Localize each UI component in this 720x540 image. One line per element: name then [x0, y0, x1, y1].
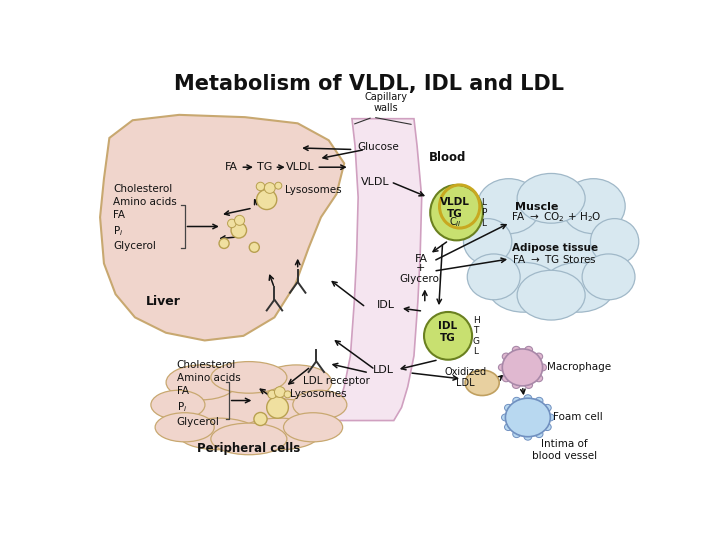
Ellipse shape — [284, 391, 291, 398]
Ellipse shape — [284, 413, 343, 442]
Ellipse shape — [178, 418, 259, 450]
Text: FA $\rightarrow$ CO$_2$ + H$_2$O: FA $\rightarrow$ CO$_2$ + H$_2$O — [510, 211, 601, 224]
Ellipse shape — [562, 179, 625, 234]
Ellipse shape — [274, 387, 285, 397]
Ellipse shape — [487, 262, 560, 312]
Ellipse shape — [505, 398, 550, 437]
Ellipse shape — [539, 364, 546, 371]
Ellipse shape — [505, 404, 513, 411]
Ellipse shape — [268, 390, 276, 399]
Text: Cholesterol
Amino acids
FA
P$_i$
Glycerol: Cholesterol Amino acids FA P$_i$ Glycero… — [113, 184, 177, 251]
Text: Glucose: Glucose — [357, 142, 399, 152]
Text: TG: TG — [258, 162, 273, 172]
Text: H
T
G
L: H T G L — [473, 316, 480, 356]
Ellipse shape — [502, 414, 509, 421]
Text: LDL receptor: LDL receptor — [303, 375, 370, 386]
Ellipse shape — [513, 431, 521, 437]
Ellipse shape — [535, 375, 543, 382]
Ellipse shape — [219, 239, 229, 248]
Ellipse shape — [256, 190, 276, 210]
Ellipse shape — [517, 271, 585, 320]
Text: FA $\rightarrow$ TG Stores: FA $\rightarrow$ TG Stores — [512, 253, 596, 265]
Ellipse shape — [211, 362, 287, 393]
Text: Metabolism of VLDL, IDL and LDL: Metabolism of VLDL, IDL and LDL — [174, 74, 564, 94]
Ellipse shape — [505, 423, 513, 430]
Ellipse shape — [503, 349, 543, 386]
Ellipse shape — [275, 182, 282, 189]
Ellipse shape — [513, 382, 520, 388]
Polygon shape — [100, 115, 344, 340]
Text: FA: FA — [225, 162, 238, 172]
Text: VLDL: VLDL — [361, 177, 390, 187]
Ellipse shape — [211, 423, 287, 455]
Text: Blood: Blood — [429, 151, 467, 164]
Text: Muscle: Muscle — [515, 202, 558, 212]
Ellipse shape — [542, 262, 615, 312]
Ellipse shape — [231, 222, 246, 238]
Ellipse shape — [467, 254, 520, 300]
Ellipse shape — [424, 312, 472, 360]
Ellipse shape — [464, 219, 512, 265]
Ellipse shape — [264, 183, 275, 193]
Ellipse shape — [582, 254, 635, 300]
Ellipse shape — [487, 199, 616, 297]
Ellipse shape — [254, 413, 267, 426]
Ellipse shape — [261, 365, 332, 400]
Ellipse shape — [266, 397, 289, 418]
Text: Foam cell: Foam cell — [553, 413, 603, 422]
Ellipse shape — [465, 370, 499, 395]
Ellipse shape — [524, 433, 532, 440]
Text: VLDL
TG: VLDL TG — [440, 197, 470, 219]
Polygon shape — [332, 119, 422, 421]
Ellipse shape — [590, 219, 639, 265]
Text: Cholesterol
Amino acids
FA
P$_i$
Glycerol: Cholesterol Amino acids FA P$_i$ Glycero… — [177, 360, 240, 427]
Text: Oxidized
LDL: Oxidized LDL — [444, 367, 486, 388]
Text: Glycerol: Glycerol — [400, 274, 442, 284]
Ellipse shape — [166, 365, 237, 400]
Ellipse shape — [544, 404, 552, 411]
Ellipse shape — [431, 185, 483, 240]
Ellipse shape — [155, 413, 215, 442]
Ellipse shape — [235, 215, 245, 225]
Ellipse shape — [525, 346, 533, 353]
Text: C$_{II}$: C$_{II}$ — [449, 215, 462, 229]
Text: Macrophage: Macrophage — [547, 362, 611, 373]
Text: IDL
TG: IDL TG — [438, 321, 458, 343]
Ellipse shape — [525, 382, 533, 388]
Ellipse shape — [177, 378, 320, 440]
Ellipse shape — [228, 219, 236, 228]
Text: Intima of
blood vessel: Intima of blood vessel — [532, 439, 597, 461]
Text: Peripheral cells: Peripheral cells — [197, 442, 300, 455]
Ellipse shape — [498, 364, 506, 371]
Ellipse shape — [477, 179, 541, 234]
Text: +: + — [416, 263, 426, 273]
Text: FA: FA — [415, 254, 428, 264]
Ellipse shape — [239, 418, 320, 450]
Text: Capillary
walls: Capillary walls — [364, 92, 408, 113]
Ellipse shape — [256, 182, 265, 191]
Ellipse shape — [293, 390, 347, 420]
Ellipse shape — [546, 414, 554, 421]
Text: L
P
L: L P L — [482, 198, 487, 227]
Ellipse shape — [503, 375, 510, 382]
Ellipse shape — [524, 395, 532, 402]
Text: IDL: IDL — [377, 300, 395, 310]
Ellipse shape — [249, 242, 259, 252]
Ellipse shape — [513, 397, 521, 404]
Ellipse shape — [544, 423, 552, 430]
Text: Liver: Liver — [146, 295, 181, 308]
Text: VLDL: VLDL — [286, 162, 315, 172]
Text: Lysosomes: Lysosomes — [285, 185, 342, 194]
Ellipse shape — [151, 390, 205, 420]
Ellipse shape — [503, 353, 510, 360]
Text: Lysosomes: Lysosomes — [290, 389, 346, 400]
Text: Adipose tissue: Adipose tissue — [512, 243, 598, 253]
Ellipse shape — [517, 173, 585, 223]
Ellipse shape — [535, 353, 543, 360]
Ellipse shape — [535, 397, 543, 404]
Ellipse shape — [513, 346, 520, 353]
Text: LDL: LDL — [372, 364, 393, 375]
Ellipse shape — [535, 431, 543, 437]
